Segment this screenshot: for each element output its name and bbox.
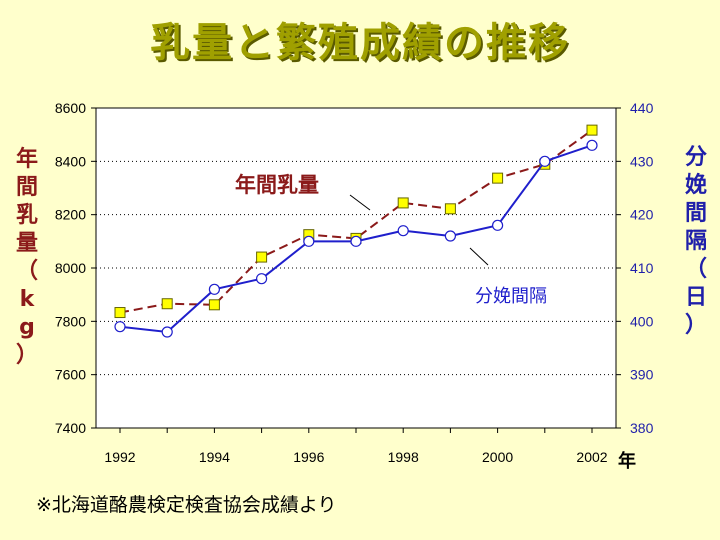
x-tick-label: 1996 xyxy=(293,449,324,465)
milk-yield-point xyxy=(208,299,220,311)
milk-yield-point xyxy=(397,197,409,209)
calving-interval-point xyxy=(586,139,598,151)
milk-yield-point xyxy=(256,251,268,263)
y-axis-left-label: 年 間 乳 量 （ k g ） xyxy=(15,147,38,368)
calving-interval-point xyxy=(208,283,220,295)
calving-interval-point xyxy=(256,273,268,285)
y-left-tick-label: 7600 xyxy=(55,367,86,383)
x-tick-label: 1992 xyxy=(104,449,135,465)
milk-yield-point xyxy=(492,172,504,184)
y-left-tick-label: 8200 xyxy=(55,207,86,223)
calving-interval-point xyxy=(397,225,409,237)
y-left-tick-label: 7800 xyxy=(55,313,86,329)
footnote: ※北海道酪農検定検査協会成績より xyxy=(36,494,337,516)
y-right-tick-label: 390 xyxy=(630,367,654,383)
x-tick-label: 1994 xyxy=(199,449,230,465)
calving-interval-series-label: 分娩間隔 xyxy=(475,286,547,307)
y-left-tick-label: 8600 xyxy=(55,100,86,116)
y-right-tick-label: 400 xyxy=(630,313,654,329)
chart-title: 乳量と繁殖成績の推移 xyxy=(150,20,570,66)
milk-yield-point xyxy=(114,307,126,319)
x-tick-label: 2000 xyxy=(482,449,513,465)
milk-yield-series-label: 年間乳量 xyxy=(235,173,319,197)
calving-interval-point xyxy=(161,326,173,338)
calving-interval-leader xyxy=(469,247,489,266)
calving-interval-point xyxy=(303,235,315,247)
series-line-0 xyxy=(119,129,593,314)
milk-yield-point xyxy=(444,203,456,215)
y-right-tick-label: 440 xyxy=(630,100,654,116)
y-left-tick-label: 8000 xyxy=(55,260,86,276)
y-right-tick-label: 420 xyxy=(630,207,654,223)
milk-yield-point xyxy=(586,124,598,136)
y-axis-right-label: 分 娩 間 隔 （ 日 ） xyxy=(684,145,707,338)
x-tick-label: 2002 xyxy=(576,449,607,465)
x-axis-unit: 年 xyxy=(618,451,636,472)
milk-yield-leader xyxy=(349,194,371,211)
y-left-tick-label: 8400 xyxy=(55,153,86,169)
y-left-tick-label: 7400 xyxy=(55,420,86,436)
calving-interval-point xyxy=(444,230,456,242)
milk-yield-point xyxy=(161,298,173,310)
y-right-tick-label: 430 xyxy=(630,153,654,169)
y-right-tick-label: 380 xyxy=(630,420,654,436)
y-right-tick-label: 410 xyxy=(630,260,654,276)
calving-interval-point xyxy=(492,219,504,231)
calving-interval-point xyxy=(114,321,126,333)
x-tick-label: 1998 xyxy=(388,449,419,465)
calving-interval-point xyxy=(539,155,551,167)
calving-interval-point xyxy=(350,235,362,247)
